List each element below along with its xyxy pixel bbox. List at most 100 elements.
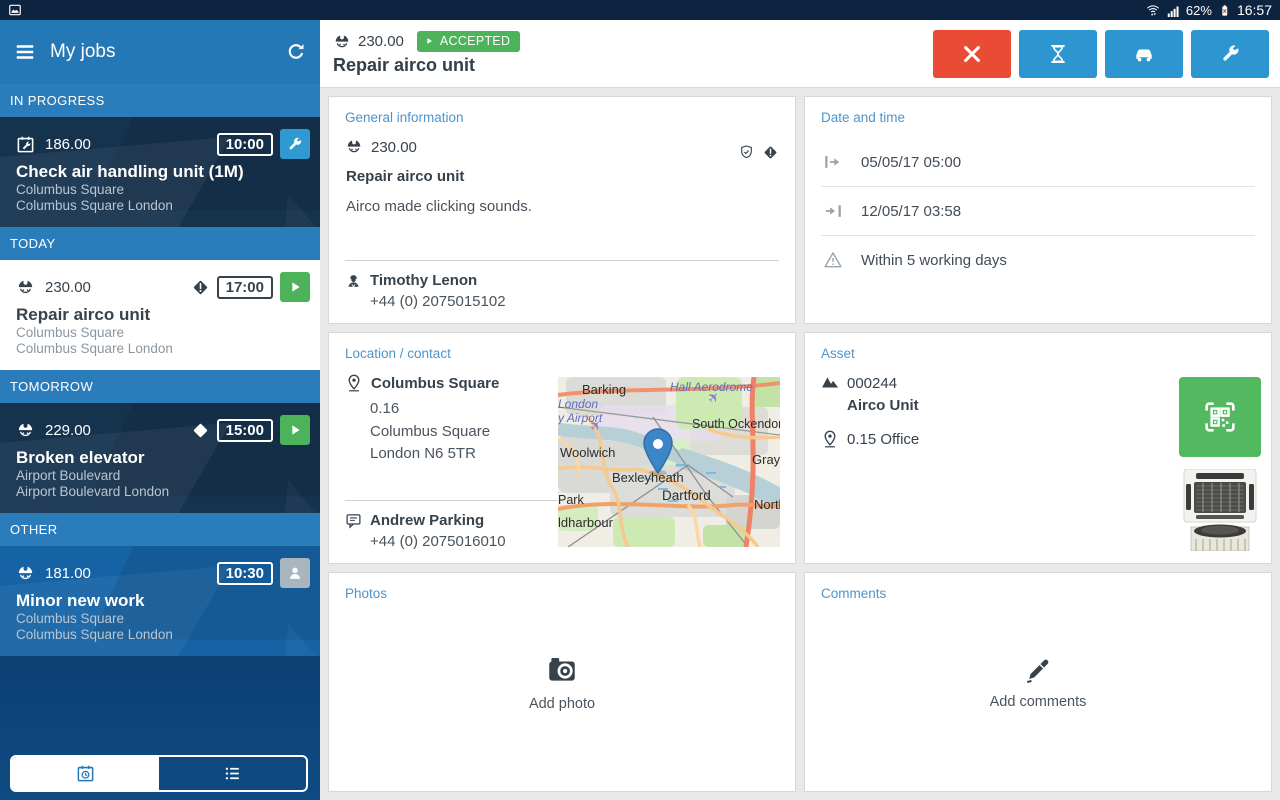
helmet-icon — [16, 421, 35, 440]
section-header-in-progress: IN PROGRESS — [0, 84, 320, 117]
contact-name: Timothy Lenon — [370, 272, 478, 289]
refresh-icon[interactable] — [286, 42, 306, 62]
start-job-button[interactable] — [280, 415, 310, 445]
start-job-button[interactable] — [280, 272, 310, 302]
job-price: 229.00 — [45, 421, 91, 439]
helmet-icon — [16, 278, 35, 297]
job-description: Airco made clicking sounds. — [346, 198, 532, 215]
camera-icon — [543, 653, 581, 687]
map-label: y Airport — [558, 411, 603, 425]
asset-photo[interactable] — [1179, 469, 1261, 551]
warning-triangle-icon — [823, 250, 843, 270]
android-status-bar: 62% 16:57 — [0, 0, 1280, 20]
sidebar-title: My jobs — [50, 41, 116, 62]
postpone-hourglass-button[interactable] — [1019, 29, 1097, 78]
calendar-wrench-icon — [16, 135, 35, 154]
job-title: Broken elevator — [16, 448, 145, 467]
add-photo-label: Add photo — [528, 695, 596, 712]
job-card-repair-airco[interactable]: 230.00 17:00 Repair airco unit Columbus … — [0, 260, 320, 370]
end-date-icon — [823, 201, 843, 221]
map-label: Grays — [752, 452, 780, 467]
status-badge: ACCEPTED — [416, 31, 521, 52]
job-price: 186.00 — [45, 135, 91, 153]
map-label: North — [754, 497, 780, 512]
general-information-card: General information 230.00 Repair airco … — [328, 96, 796, 324]
contact-phone: +44 (0) 2075015102 — [370, 293, 506, 310]
asset-triangles-icon — [821, 374, 839, 392]
job-address2: Columbus Square London — [16, 626, 173, 642]
travel-car-button[interactable] — [1105, 29, 1183, 78]
job-address2: Airport Boulevard London — [16, 483, 170, 499]
card-heading: Location / contact — [345, 346, 451, 361]
jobs-sidebar: My jobs IN PROGRESS 186.00 10:00 Check a… — [0, 20, 320, 800]
calendar-view-toggle[interactable] — [12, 757, 159, 790]
section-header-tomorrow: TOMORROW — [0, 370, 320, 403]
cell-signal-icon — [1166, 3, 1180, 17]
list-view-toggle[interactable] — [159, 757, 306, 790]
job-price: 230.00 — [45, 278, 91, 296]
job-card-check-air-handling[interactable]: 186.00 10:00 Check air handling unit (1M… — [0, 117, 320, 227]
job-title: Check air handling unit (1M) — [16, 162, 244, 181]
deadline-text: Within 5 working days — [861, 251, 1007, 269]
job-time-badge: 17:00 — [216, 275, 273, 299]
job-price: 181.00 — [45, 564, 91, 582]
job-time-badge: 10:30 — [216, 561, 273, 585]
worker-person-icon — [345, 272, 362, 289]
map-label: Woolwich — [560, 445, 616, 460]
location-map[interactable]: Barking London y Airport Hall Aerodrome … — [558, 377, 780, 547]
start-datetime-row: 05/05/17 05:00 — [821, 138, 1255, 187]
deadline-row: Within 5 working days — [821, 236, 1255, 284]
shield-check-icon — [738, 144, 755, 161]
contact-name: Andrew Parking — [370, 512, 485, 529]
location-contact-card: Location / contact Columbus Square 0.16 … — [328, 332, 796, 564]
view-toggle — [10, 755, 308, 792]
priority-diamond-icon — [191, 421, 210, 440]
map-label: Barking — [582, 382, 627, 397]
hamburger-menu-icon[interactable] — [14, 41, 36, 63]
job-address1: Columbus Square — [16, 182, 125, 197]
section-header-other: OTHER — [0, 513, 320, 546]
photos-card: Photos Add photo — [328, 572, 796, 792]
end-datetime-row: 12/05/17 03:58 — [821, 187, 1255, 236]
contact-phone: +44 (0) 2075016010 — [370, 533, 506, 550]
page-title: Repair airco unit — [333, 55, 476, 75]
job-title: Repair airco unit — [16, 305, 151, 324]
job-title: Minor new work — [16, 591, 145, 610]
card-heading: Asset — [821, 346, 855, 361]
location-street: Columbus Square — [370, 422, 491, 440]
job-time-badge: 10:00 — [216, 132, 273, 156]
pen-icon — [1023, 655, 1053, 685]
helmet-icon — [345, 138, 363, 156]
reject-job-button[interactable] — [933, 29, 1011, 78]
asset-name: Airco Unit — [847, 397, 919, 414]
work-in-progress-button[interactable] — [280, 129, 310, 159]
add-photo-button[interactable]: Add photo — [329, 573, 795, 791]
job-card-minor-new-work[interactable]: 181.00 10:30 Minor new work Columbus Squ… — [0, 546, 320, 656]
chat-bubble-icon — [345, 512, 362, 529]
site-contact[interactable]: Andrew Parking +44 (0) 2075016010 — [345, 500, 561, 550]
job-card-broken-elevator[interactable]: 229.00 15:00 Broken elevator Airport Bou… — [0, 403, 320, 513]
assign-person-button[interactable] — [280, 558, 310, 588]
job-time-badge: 15:00 — [216, 418, 273, 442]
add-comments-button[interactable]: Add comments — [805, 573, 1271, 791]
section-header-today: TODAY — [0, 227, 320, 260]
end-datetime: 12/05/17 03:58 — [861, 202, 962, 220]
job-address1: Airport Boulevard — [16, 468, 121, 483]
job-detail-header: 230.00 ACCEPTED Repair airco unit — [320, 20, 1280, 88]
customer-contact[interactable]: Timothy Lenon +44 (0) 2075015102 — [345, 260, 779, 310]
clock-text: 16:57 — [1236, 2, 1272, 18]
card-heading: Comments — [821, 586, 887, 601]
wifi-icon — [1146, 3, 1160, 17]
add-comments-label: Add comments — [989, 693, 1087, 710]
start-datetime: 05/05/17 05:00 — [861, 153, 962, 171]
start-work-wrench-button[interactable] — [1191, 29, 1269, 78]
map-label: London — [558, 397, 599, 411]
location-unit: 0.16 — [370, 400, 400, 417]
battery-percent: 62% — [1185, 2, 1212, 18]
battery-icon — [1218, 3, 1231, 18]
helmet-icon — [16, 564, 35, 583]
card-heading: Photos — [345, 586, 388, 601]
job-address2: Columbus Square London — [16, 340, 173, 356]
scan-qr-button[interactable] — [1179, 377, 1261, 457]
map-label: South Ockendon — [692, 417, 780, 431]
